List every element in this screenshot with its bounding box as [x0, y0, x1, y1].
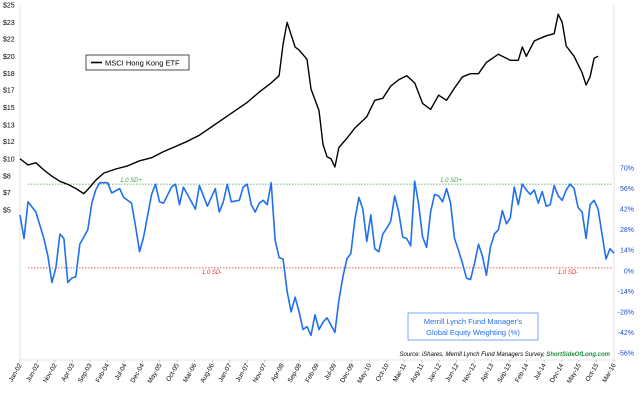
x-tick-label: Apr-13	[480, 362, 496, 383]
x-tick-label: Jun-12	[444, 362, 460, 383]
x-tick-label: Dec-14	[549, 362, 566, 384]
y-right-tick-label: -28%	[618, 309, 634, 316]
source-brand: ShortSideOfLong.com	[546, 352, 610, 358]
y-right-tick-label: -14%	[618, 289, 634, 296]
series-line-msci-hong-kong-etf	[19, 13, 599, 195]
y-right-tick-label: 0%	[624, 268, 634, 275]
band-label: 1.0 SD+	[440, 178, 462, 184]
y-right-tick-label: 14%	[620, 248, 634, 255]
x-tick-label: Jun-02	[25, 362, 41, 383]
source-note: Source: iShares, Merrill Lynch Fund Mana…	[399, 352, 610, 358]
y-left-tick-label: $13	[3, 122, 15, 129]
y-right-tick-label: 42%	[620, 207, 634, 214]
y-right-axis: 70% 56% 42% 28% 14% 0% -14% -28% -42% -56%	[618, 166, 634, 358]
x-tick-label: Mar-06	[182, 362, 199, 384]
x-tick-label: Nov-07	[252, 362, 269, 384]
x-tick-label: Feb-09	[304, 362, 321, 384]
x-tick-label: Sep-13	[496, 362, 513, 384]
y-left-axis: $25 $23 $22 $20 $18 $17 $15 $13 $12 $10 $8 $7 $5	[3, 3, 15, 215]
y-left-tick-label: $17	[3, 88, 15, 95]
y-left-tick-label: $5	[3, 208, 11, 215]
x-tick-label: Feb-04	[95, 362, 112, 384]
x-tick-label: Jul-14	[533, 362, 548, 381]
x-tick-label: Nov-12	[461, 362, 478, 384]
x-tick-label: Apr-03	[60, 362, 76, 383]
y-left-tick-label: $25	[3, 3, 15, 10]
x-axis: Jan-02 Jun-02 Nov-02 Apr-03 Sep-03 Feb-04 Jul-…	[8, 360, 618, 385]
legend-box	[85, 54, 190, 71]
x-tick-label: Oct-10	[375, 362, 391, 383]
x-tick-label: May-10	[356, 362, 373, 385]
x-tick-label: Sep-08	[287, 362, 304, 384]
x-tick-label: May-15	[566, 362, 583, 385]
series-layer	[19, 13, 615, 337]
y-right-tick-label: -42%	[618, 330, 634, 337]
y-left-tick-label: $10	[3, 156, 15, 163]
annotation-frame	[407, 312, 539, 341]
x-tick-label: Jul-04	[114, 362, 129, 381]
annotation-line-2: Global Equity Weighting (%)	[426, 328, 520, 337]
x-tick-label: Dec-09	[339, 362, 356, 384]
y-right-tick-label: 28%	[620, 227, 634, 234]
x-tick-label: May-05	[147, 362, 164, 385]
y-left-tick-label: $15	[3, 105, 15, 112]
y-right-tick-label: 70%	[620, 166, 634, 173]
x-tick-label: Aug-11	[409, 362, 425, 384]
y-left-tick-label: $8	[3, 174, 11, 181]
x-tick-label: Sep-03	[77, 362, 94, 384]
annotation-line-1: Merrill Lynch Fund Manager's	[424, 317, 523, 326]
x-tick-label: Feb-14	[514, 362, 531, 384]
y-left-tick-label: $22	[3, 36, 15, 43]
x-tick-label: Nov-02	[42, 362, 59, 384]
band-label: 1.0 SD+	[120, 178, 142, 184]
annotation-box: Merrill Lynch Fund Manager's Global Equi…	[407, 312, 539, 341]
band-label: 1.0 SD-	[558, 270, 578, 276]
y-right-tick-label: 56%	[620, 186, 634, 193]
x-tick-label: Dec-04	[129, 362, 146, 384]
x-tick-label: Jan-07	[217, 362, 233, 383]
y-left-tick-label: $7	[3, 190, 11, 197]
series-line-equity-weighting	[19, 180, 615, 337]
x-tick-label: Mar-16	[601, 362, 618, 384]
x-tick-label: Mar-11	[392, 362, 408, 383]
legend-label: MSCI Hong Kong ETF	[105, 58, 180, 67]
y-left-tick-label: $18	[3, 71, 15, 78]
y-right-tick-label: -56%	[618, 351, 634, 358]
y-left-tick-label: $23	[3, 20, 15, 27]
x-tick-label: Oct-05	[165, 362, 181, 383]
x-tick-label: Apr-08	[270, 362, 286, 383]
band-lines: 1.0 SD+ 1.0 SD+ 1.0 SD- 1.0 SD-	[28, 178, 612, 276]
band-label: 1.0 SD-	[202, 270, 222, 276]
x-tick-label: Aug-06	[199, 362, 216, 384]
x-tick-label: Oct-15	[584, 362, 600, 383]
source-text: Source: iShares, Merrill Lynch Fund Mana…	[399, 352, 546, 358]
x-tick-label: Jul-09	[323, 362, 338, 381]
legend: MSCI Hong Kong ETF	[85, 54, 190, 71]
y-left-tick-label: $12	[3, 139, 15, 146]
y-left-tick-label: $20	[3, 54, 15, 61]
x-tick-label: Jun-07	[235, 362, 251, 383]
x-tick-label: Jan-12	[427, 362, 443, 383]
x-tick-label: Jan-02	[8, 362, 24, 383]
